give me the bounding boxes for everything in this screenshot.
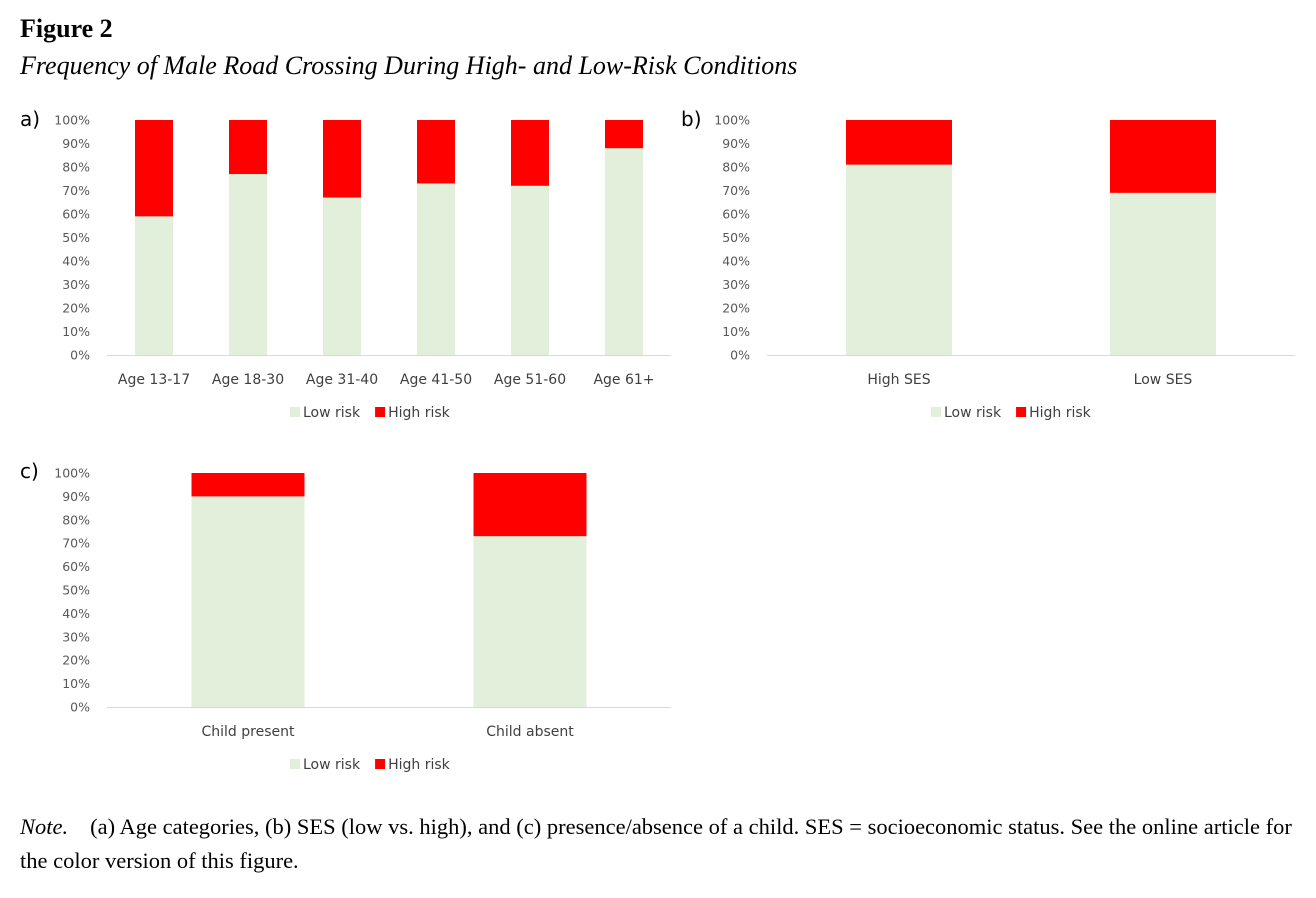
x-category-label: High SES bbox=[867, 372, 930, 388]
y-tick-label: 70% bbox=[62, 183, 90, 198]
x-category-label: Age 31-40 bbox=[306, 372, 378, 388]
y-tick-label: 30% bbox=[62, 277, 90, 292]
bar-high-risk bbox=[135, 120, 173, 217]
bar-low-risk bbox=[846, 164, 952, 355]
x-category-label: Age 61+ bbox=[593, 372, 654, 388]
bar-low-risk bbox=[229, 174, 267, 355]
panel-label: b) bbox=[681, 107, 702, 131]
y-tick-label: 20% bbox=[62, 301, 90, 316]
panel-label: c) bbox=[20, 459, 39, 483]
figure-title: Frequency of Male Road Crossing During H… bbox=[20, 51, 798, 80]
legend-label: High risk bbox=[1029, 405, 1092, 421]
legend-label: High risk bbox=[388, 405, 451, 421]
bar-low-risk bbox=[605, 148, 643, 355]
y-tick-label: 30% bbox=[62, 629, 90, 644]
bar-high-risk bbox=[323, 120, 361, 198]
x-category-label: Age 41-50 bbox=[400, 372, 472, 388]
y-tick-label: 80% bbox=[62, 512, 90, 527]
y-tick-label: 10% bbox=[722, 324, 750, 339]
x-category-label: Child present bbox=[202, 724, 295, 740]
bar-low-risk bbox=[473, 536, 587, 707]
bar-high-risk bbox=[229, 120, 267, 175]
y-tick-label: 50% bbox=[722, 230, 750, 245]
x-category-label: Age 18-30 bbox=[212, 372, 284, 388]
bar-low-risk bbox=[323, 197, 361, 355]
y-tick-label: 70% bbox=[722, 183, 750, 198]
legend-swatch bbox=[375, 407, 386, 417]
x-category-label: Age 13-17 bbox=[118, 372, 190, 388]
bar-low-risk bbox=[417, 183, 455, 355]
y-tick-label: 80% bbox=[722, 160, 750, 175]
x-category-label: Child absent bbox=[486, 724, 574, 740]
y-tick-label: 90% bbox=[62, 136, 90, 151]
y-tick-label: 90% bbox=[62, 489, 90, 504]
bar-high-risk bbox=[417, 120, 455, 184]
y-tick-label: 100% bbox=[54, 113, 90, 128]
bar-high-risk bbox=[846, 120, 952, 165]
y-tick-label: 50% bbox=[62, 583, 90, 598]
legend-swatch bbox=[1016, 407, 1027, 417]
legend-label: Low risk bbox=[944, 405, 1002, 421]
bar-high-risk bbox=[191, 473, 305, 497]
y-tick-label: 40% bbox=[62, 606, 90, 621]
note-label: Note. bbox=[20, 814, 69, 839]
legend-label: Low risk bbox=[303, 757, 361, 773]
y-tick-label: 20% bbox=[722, 301, 750, 316]
x-category-label: Low SES bbox=[1134, 372, 1193, 388]
figure-label: Figure 2 bbox=[20, 14, 113, 43]
bar-low-risk bbox=[1110, 192, 1216, 355]
bar-low-risk bbox=[135, 216, 173, 355]
y-tick-label: 30% bbox=[722, 277, 750, 292]
legend-swatch bbox=[290, 759, 300, 769]
x-category-label: Age 51-60 bbox=[494, 372, 566, 388]
y-tick-label: 0% bbox=[730, 348, 750, 363]
y-tick-label: 60% bbox=[722, 207, 750, 222]
y-tick-label: 100% bbox=[714, 113, 750, 128]
y-tick-label: 0% bbox=[70, 700, 90, 715]
y-tick-label: 70% bbox=[62, 536, 90, 551]
bar-low-risk bbox=[511, 185, 549, 355]
y-tick-label: 60% bbox=[62, 207, 90, 222]
note-text: (a) Age categories, (b) SES (low vs. hig… bbox=[20, 814, 1292, 873]
legend-label: Low risk bbox=[303, 405, 361, 421]
y-tick-label: 90% bbox=[722, 136, 750, 151]
legend-swatch bbox=[375, 759, 386, 769]
y-tick-label: 20% bbox=[62, 653, 90, 668]
y-tick-label: 100% bbox=[54, 466, 90, 481]
y-tick-label: 80% bbox=[62, 160, 90, 175]
bar-high-risk bbox=[605, 120, 643, 149]
y-tick-label: 40% bbox=[722, 254, 750, 269]
y-tick-label: 40% bbox=[62, 254, 90, 269]
y-tick-label: 0% bbox=[70, 348, 90, 363]
bar-high-risk bbox=[473, 473, 587, 537]
y-tick-label: 50% bbox=[62, 230, 90, 245]
y-tick-label: 10% bbox=[62, 676, 90, 691]
bar-high-risk bbox=[511, 120, 549, 186]
bar-low-risk bbox=[191, 496, 305, 707]
legend-label: High risk bbox=[388, 757, 451, 773]
legend-swatch bbox=[290, 407, 300, 417]
panel-label: a) bbox=[20, 107, 40, 131]
y-tick-label: 10% bbox=[62, 324, 90, 339]
legend-swatch bbox=[931, 407, 941, 417]
y-tick-label: 60% bbox=[62, 559, 90, 574]
bar-high-risk bbox=[1110, 120, 1216, 193]
figure-note: Note. (a) Age categories, (b) SES (low vs… bbox=[20, 810, 1300, 878]
